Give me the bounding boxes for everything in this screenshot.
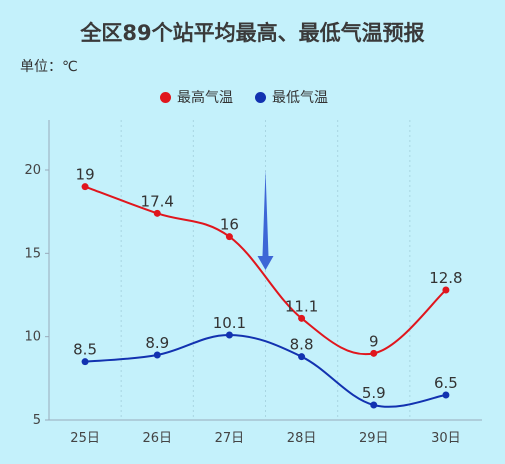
- data-label: 17.4: [141, 192, 174, 210]
- data-label: 16: [220, 216, 239, 234]
- y-tick-label: 15: [24, 246, 41, 261]
- data-point: [442, 391, 450, 399]
- series-line-low: [84, 333, 447, 408]
- data-point: [442, 286, 450, 294]
- data-point: [298, 353, 306, 361]
- unit-label: 单位：℃: [20, 59, 78, 75]
- x-tick-label: 25日: [70, 431, 100, 446]
- data-point: [153, 209, 161, 217]
- x-tick-label: 30日: [431, 431, 461, 446]
- down-arrow-icon: [257, 170, 274, 270]
- legend-item-high[interactable]: 最高气温: [160, 87, 233, 107]
- data-label: 6.5: [434, 374, 458, 392]
- data-point: [298, 314, 306, 322]
- data-label: 10.1: [213, 314, 246, 332]
- x-tick-label: 27日: [215, 431, 245, 446]
- x-tick-label: 29日: [359, 431, 389, 446]
- data-point: [370, 401, 378, 409]
- legend-marker-high: [160, 91, 171, 103]
- data-point: [370, 349, 378, 357]
- chart-title: 全区89个站平均最高、最低气温预报: [80, 21, 425, 45]
- data-label: 8.8: [290, 336, 314, 354]
- legend-label-high: 最高气温: [177, 90, 233, 106]
- y-tick-label: 5: [33, 413, 41, 428]
- data-label: 12.8: [429, 269, 462, 287]
- data-point: [225, 233, 233, 241]
- data-label: 11.1: [285, 297, 318, 315]
- data-point: [81, 358, 89, 366]
- data-label: 5.9: [362, 384, 386, 402]
- y-tick-label: 20: [24, 163, 41, 178]
- data-point: [225, 331, 233, 339]
- legend: 最高气温 最低气温: [160, 87, 328, 107]
- legend-label-low: 最低气温: [272, 90, 328, 106]
- legend-item-low[interactable]: 最低气温: [255, 87, 328, 107]
- data-label: 8.9: [145, 334, 169, 352]
- data-label: 9: [369, 332, 379, 350]
- data-point: [153, 351, 161, 359]
- data-point: [81, 183, 89, 191]
- x-tick-label: 28日: [287, 431, 317, 446]
- x-tick-label: 26日: [142, 431, 172, 446]
- data-label: 8.5: [73, 341, 97, 359]
- data-label: 19: [76, 166, 95, 184]
- legend-marker-low: [255, 91, 266, 103]
- y-tick-label: 10: [24, 330, 41, 345]
